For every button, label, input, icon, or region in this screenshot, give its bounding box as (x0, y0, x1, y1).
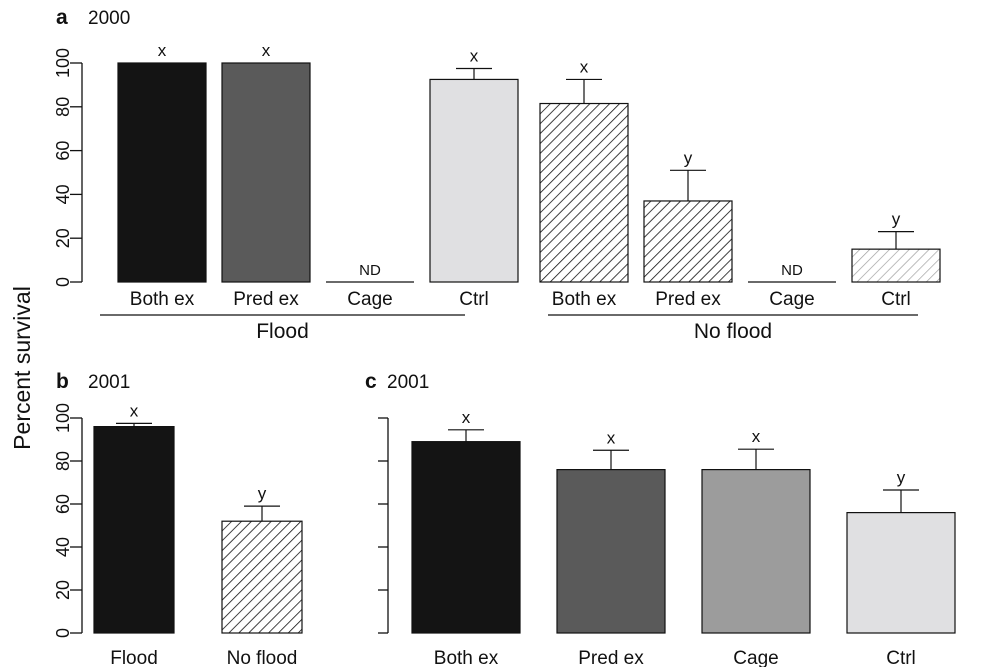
bar (221, 62, 311, 283)
category-label: Cage (733, 648, 778, 667)
group-label: Flood (256, 320, 309, 343)
panel-c-year: 2001 (387, 372, 429, 393)
bar (846, 511, 956, 634)
y-tick-label: 20 (53, 228, 73, 248)
significance-label: x (580, 57, 589, 76)
category-label: No flood (227, 648, 298, 667)
category-label: Both ex (552, 289, 617, 310)
significance-label: ND (781, 262, 803, 279)
y-tick-label: 40 (53, 184, 73, 204)
y-tick-label: 60 (53, 141, 73, 161)
significance-label: x (752, 427, 761, 446)
significance-label: x (607, 428, 616, 447)
group-label: No flood (694, 320, 772, 343)
bar (117, 62, 207, 283)
significance-label: x (158, 41, 167, 60)
category-label: Ctrl (459, 289, 489, 310)
y-tick-label: 0 (53, 277, 73, 287)
y-tick-label: 100 (53, 403, 73, 433)
significance-label: y (897, 468, 906, 487)
y-tick-label: 80 (53, 97, 73, 117)
significance-label: y (684, 148, 693, 167)
panel-a: 0 20 40 60 80 100 x Both ex x Pred ex ND Cage x Ctrl x… (53, 41, 941, 343)
bar (701, 469, 811, 634)
y-tick-label: 80 (53, 451, 73, 471)
panel-a-year: 2000 (88, 8, 130, 29)
category-label: Flood (110, 648, 158, 667)
category-label: Both ex (434, 648, 499, 667)
significance-label: y (258, 484, 267, 503)
bar (851, 248, 941, 283)
category-label: Pred ex (578, 648, 644, 667)
significance-label: x (462, 408, 471, 427)
bar (411, 441, 521, 634)
y-tick-label: 20 (53, 580, 73, 600)
significance-label: x (262, 41, 271, 60)
y-axis-label: Percent survival (9, 286, 35, 450)
significance-label: x (470, 46, 479, 65)
y-tick-label: 60 (53, 494, 73, 514)
category-label: Ctrl (881, 289, 911, 310)
panel-b-letter: b (56, 370, 69, 393)
category-label: Pred ex (233, 289, 299, 310)
significance-label: ND (359, 262, 381, 279)
bar (643, 200, 733, 283)
panel-b: 0 20 40 60 80 100 x Flood y No flood (53, 401, 303, 667)
category-label: Pred ex (655, 289, 721, 310)
panel-c-letter: c (365, 370, 377, 393)
bar (556, 469, 666, 634)
panel-a-letter: a (56, 6, 68, 29)
y-tick-label: 0 (53, 628, 73, 638)
category-label: Cage (769, 289, 814, 310)
panel-b-year: 2001 (88, 372, 130, 393)
y-tick-label: 100 (53, 48, 73, 78)
category-label: Both ex (130, 289, 195, 310)
bar (221, 520, 303, 634)
panel-c: x Both ex x Pred ex x Cage y Ctrl (378, 408, 956, 667)
bar (539, 102, 629, 283)
y-tick-label: 40 (53, 537, 73, 557)
significance-label: x (130, 401, 139, 420)
bar (429, 78, 519, 283)
category-label: Cage (347, 289, 392, 310)
significance-label: y (892, 210, 901, 229)
bar (93, 426, 175, 634)
category-label: Ctrl (886, 648, 916, 667)
